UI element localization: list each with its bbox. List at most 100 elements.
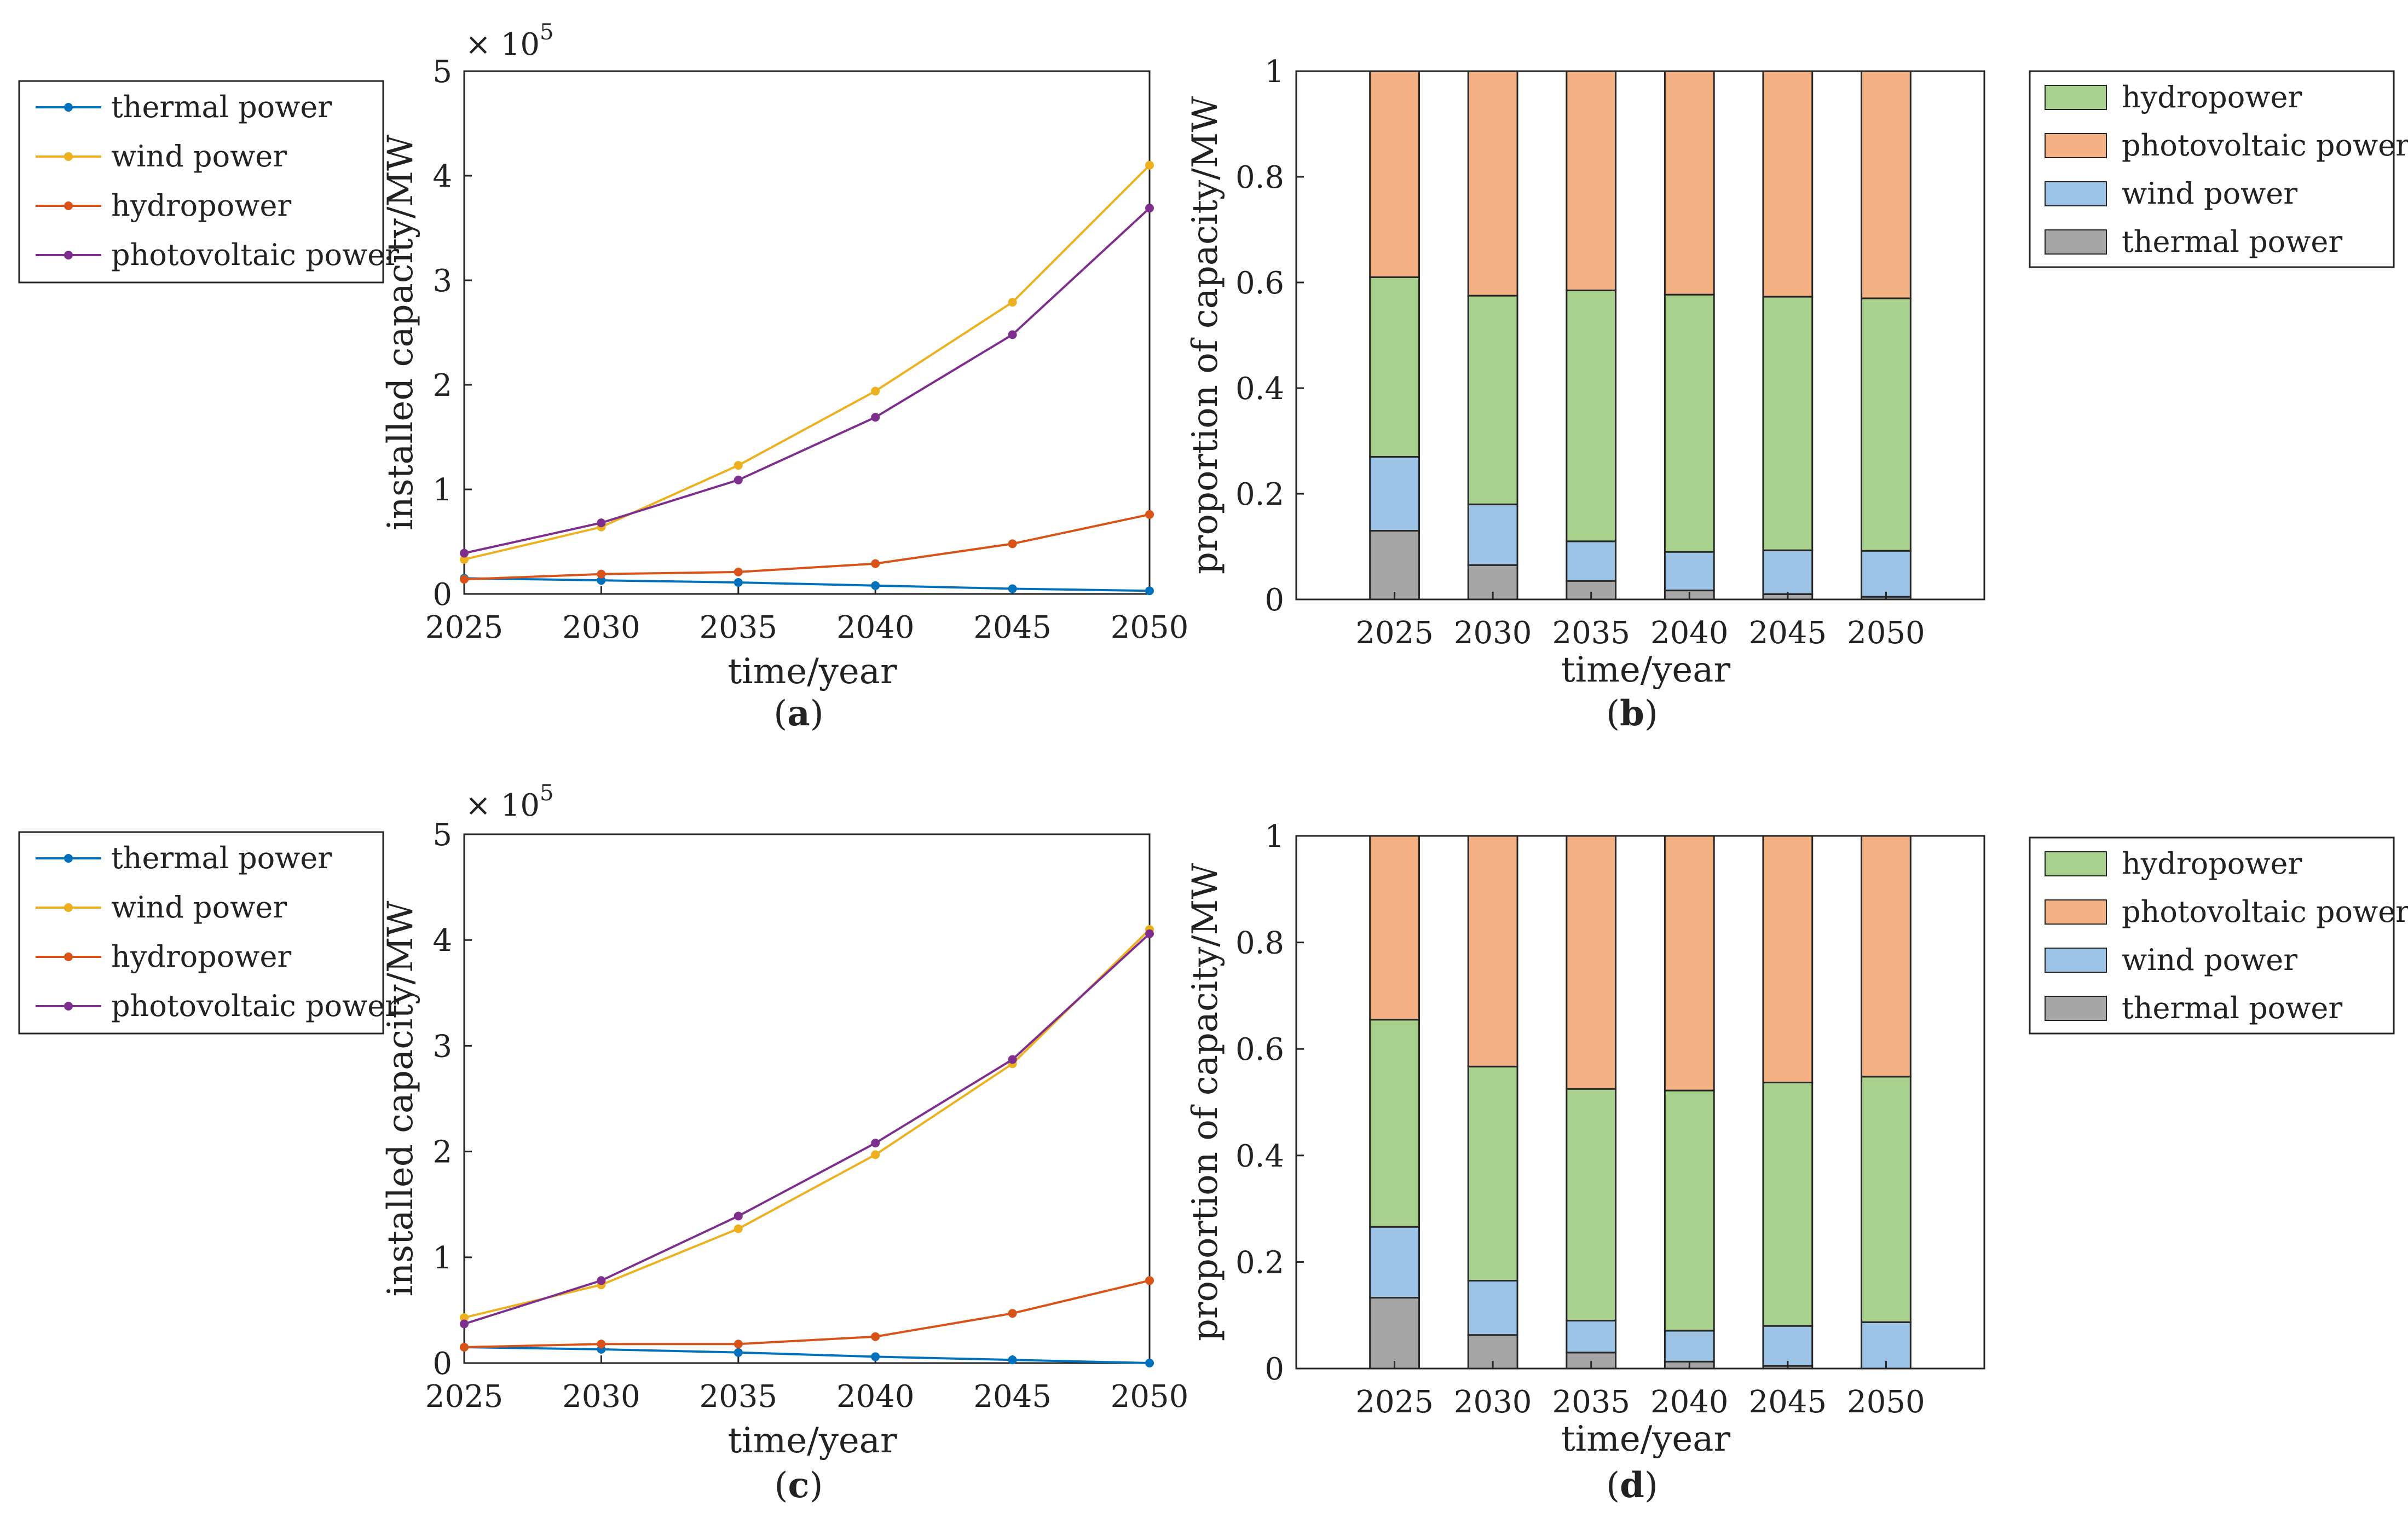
data-point (1008, 539, 1017, 549)
y-multiplier-exponent: 5 (540, 781, 553, 806)
data-point (871, 1139, 880, 1148)
data-point (1008, 1055, 1017, 1064)
bar-segment-thermal-power (1369, 1297, 1420, 1370)
legend-swatch (2045, 851, 2107, 876)
bar-segment-wind-power (1664, 1330, 1715, 1363)
caption-open-paren: ( (1606, 1465, 1620, 1506)
bar-segment-wind-power (1467, 1279, 1518, 1336)
data-point (1008, 1309, 1017, 1318)
plot-area (463, 70, 1151, 595)
y-tick-label: 0 (432, 577, 452, 613)
y-multiplier-exponent: 5 (540, 20, 553, 45)
legend-swatch (2045, 996, 2107, 1021)
bar-segment-hydropower (1369, 1019, 1420, 1228)
x-tick-label: 2050 (1847, 615, 1925, 651)
bar-segment-wind-power (1566, 540, 1617, 582)
y-tick-label: 4 (432, 159, 452, 194)
data-point (460, 549, 469, 558)
y-tick-label: 3 (432, 1029, 452, 1064)
x-tick-label: 2025 (425, 610, 504, 645)
series-line-photovoltaic-power (464, 207, 1151, 555)
legend-label: thermal power (111, 90, 332, 124)
panel-caption-c: (c) (775, 1465, 823, 1506)
data-point (1145, 204, 1154, 213)
y-multiplier-base: × 10 (465, 788, 540, 823)
legend: thermal power wind power hydropower photovo… (18, 831, 399, 1035)
data-point (734, 578, 743, 587)
legend-marker (64, 201, 73, 210)
caption-open-paren: ( (1606, 694, 1620, 734)
y-tick-label: 2 (432, 1135, 452, 1170)
bar-segment-hydropower (1762, 1081, 1814, 1327)
y-tick-label: 2 (432, 368, 452, 403)
series-line-photovoltaic-power (464, 933, 1151, 1325)
legend-label: photovoltaic power (111, 238, 399, 272)
data-point (597, 576, 606, 585)
legend-marker (64, 1002, 73, 1011)
y-tick-label: 4 (432, 923, 452, 959)
data-point (871, 559, 880, 568)
data-point (460, 575, 469, 584)
data-point (1008, 298, 1017, 307)
legend-label: thermal power (111, 841, 332, 875)
caption-open-paren: ( (773, 694, 787, 734)
data-point (460, 1313, 469, 1322)
bar-segment-wind-power (1664, 551, 1715, 592)
bar-segment-photovoltaic-power (1566, 835, 1617, 1090)
legend-label: thermal power (2122, 991, 2342, 1025)
legend-swatch (2045, 181, 2107, 206)
x-tick-label: 2030 (1454, 615, 1532, 651)
bar-segment-wind-power (1762, 549, 1814, 595)
bar-segment-hydropower (1467, 295, 1518, 505)
x-tick-label: 2035 (1552, 615, 1630, 651)
bar-segment-hydropower (1861, 297, 1912, 552)
y-axis-label: installed capacity/MW (380, 900, 421, 1296)
y-tick-label: 0.4 (1235, 371, 1284, 407)
data-point (597, 569, 606, 579)
bar-segment-wind-power (1369, 455, 1420, 532)
bar-segment-photovoltaic-power (1762, 70, 1814, 298)
bar-segment-thermal-power (1467, 1334, 1518, 1370)
bar-segment-hydropower (1664, 293, 1715, 553)
y-tick-label: 0.6 (1235, 1032, 1284, 1067)
data-point (460, 1319, 469, 1329)
y-tick-label: 0.2 (1235, 1245, 1284, 1280)
legend-marker (64, 903, 73, 912)
x-tick-label: 2040 (1650, 1384, 1729, 1420)
data-point (734, 1340, 743, 1349)
data-point (1008, 1355, 1017, 1365)
legend-label: wind power (111, 890, 287, 925)
bar-chart-d: 0 0.2 0.4 0.6 0.8 1 2025 2030 2035 2040 2045 2050 pr… (1185, 819, 2408, 1459)
caption-letter: d (1620, 1465, 1644, 1506)
bar-segment-wind-power (1467, 503, 1518, 566)
bar-segment-photovoltaic-power (1467, 835, 1518, 1067)
legend: hydropower photovoltaic power wind power th… (2029, 70, 2408, 268)
legend-box (18, 80, 384, 284)
x-tick-label: 2025 (1355, 615, 1434, 651)
data-point (1145, 1359, 1154, 1367)
data-point (871, 413, 880, 422)
data-point (734, 1348, 743, 1357)
panel-caption-b: (b) (1606, 693, 1658, 734)
data-point (1145, 160, 1154, 170)
bar-segment-thermal-power (1369, 530, 1420, 601)
legend-label: photovoltaic power (2122, 128, 2408, 163)
x-tick-label: 2030 (562, 610, 640, 645)
data-point (597, 1276, 606, 1285)
y-axis-label: installed capacity/MW (380, 135, 421, 530)
legend-label: hydropower (111, 188, 291, 223)
data-point (871, 581, 880, 590)
legend-label: wind power (2122, 176, 2297, 211)
legend-marker (64, 103, 73, 112)
bar-segment-hydropower (1664, 1089, 1715, 1332)
legend-label: photovoltaic power (2122, 894, 2408, 929)
data-point (1145, 586, 1154, 596)
x-axis-label: time/year (1561, 650, 1731, 690)
data-point (734, 1224, 743, 1233)
legend: hydropower photovoltaic power wind power th… (2029, 836, 2408, 1035)
data-point (734, 475, 743, 484)
x-tick-label: 2050 (1111, 1379, 1189, 1415)
bar-segment-hydropower (1467, 1065, 1518, 1281)
